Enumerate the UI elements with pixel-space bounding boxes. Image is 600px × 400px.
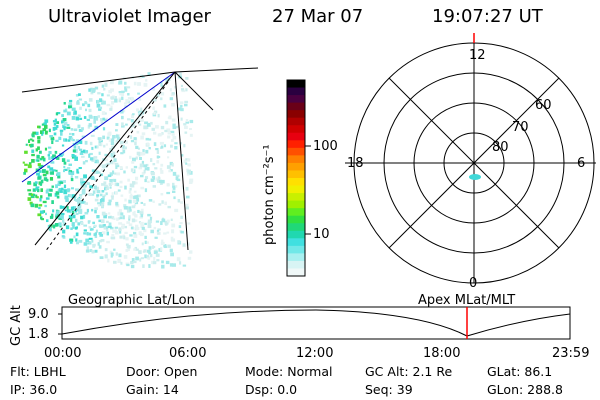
colorbar-segment (287, 230, 305, 239)
colorbar-segment (287, 155, 305, 164)
colorbar-segment (287, 260, 305, 269)
colorbar-segment (287, 147, 305, 156)
colorbar-segment (287, 102, 305, 111)
alt-xtick-2359: 23:59 (552, 346, 590, 361)
colorbar-segment (287, 245, 305, 254)
date-label: 27 Mar 07 (272, 6, 364, 27)
colorbar-unit-label: photon cm⁻²s⁻¹ (262, 144, 277, 245)
status-dsp: Dsp: 0.0 (245, 382, 298, 397)
status-mode: Mode: Normal (245, 364, 333, 379)
colorbar-segment (287, 223, 305, 232)
status-door: Door: Open (126, 364, 198, 379)
alt-ytick-9: 9.0 (28, 307, 49, 322)
alt-xtick-0600: 06:00 (169, 346, 207, 361)
status-seq: Seq: 39 (365, 382, 413, 397)
colorbar-segment (287, 200, 305, 209)
colorbar-segment (287, 110, 305, 119)
status-gc-alt: GC Alt: 2.1 Re (365, 364, 453, 379)
lat-label-80: 80 (492, 140, 509, 155)
colorbar-segment (287, 95, 305, 104)
alt-panel-left-title: Geographic Lat/Lon (68, 293, 195, 308)
colorbar-segment (287, 87, 305, 96)
status-glat: GLat: 86.1 (487, 364, 553, 379)
colorbar-tick-10: 10 (313, 227, 330, 242)
lat-label-60: 60 (535, 98, 552, 113)
alt-xtick-1800: 18:00 (423, 346, 461, 361)
aurora-spot (469, 174, 481, 180)
alt-xtick-0000: 00:00 (44, 346, 82, 361)
colorbar-segment (287, 238, 305, 247)
alt-xtick-1200: 12:00 (296, 346, 334, 361)
status-flt: Flt: LBHL (10, 364, 66, 379)
mlt-label-6: 6 (577, 156, 586, 171)
colorbar-segment (287, 80, 305, 89)
colorbar-segment (287, 132, 305, 141)
colorbar-segment (287, 178, 305, 187)
colorbar-segment (287, 117, 305, 126)
colorbar-segment (287, 140, 305, 149)
polar-plot (345, 33, 596, 284)
mlt-label-18: 18 (347, 156, 364, 171)
status-glon: GLon: 288.8 (487, 382, 563, 397)
colorbar-segment (287, 193, 305, 202)
altitude-panel (58, 306, 571, 340)
color-scale-bar (286, 79, 311, 277)
lat-label-70: 70 (512, 120, 529, 135)
colorbar-segment (287, 208, 305, 217)
alt-ytick-1-8: 1.8 (28, 327, 49, 342)
mlt-label-0: 0 (469, 276, 478, 291)
mlt-label-12: 12 (469, 48, 486, 63)
alt-panel-right-title: Apex MLat/MLT (418, 293, 516, 308)
time-label: 19:07:27 UT (432, 6, 543, 27)
colorbar-segment (287, 215, 305, 224)
status-gain: Gain: 14 (126, 382, 179, 397)
colorbar-tick-100: 100 (313, 139, 338, 154)
auroral-image (21, 67, 259, 269)
colorbar-segment (287, 185, 305, 194)
colorbar-segment (287, 170, 305, 179)
instrument-title: Ultraviolet Imager (48, 6, 211, 27)
colorbar-segment (287, 268, 305, 277)
colorbar-segment (287, 253, 305, 262)
colorbar-segment (287, 125, 305, 134)
colorbar-segment (287, 162, 305, 171)
alt-panel-ylabel: GC Alt (9, 305, 24, 346)
status-ip: IP: 36.0 (10, 382, 58, 397)
